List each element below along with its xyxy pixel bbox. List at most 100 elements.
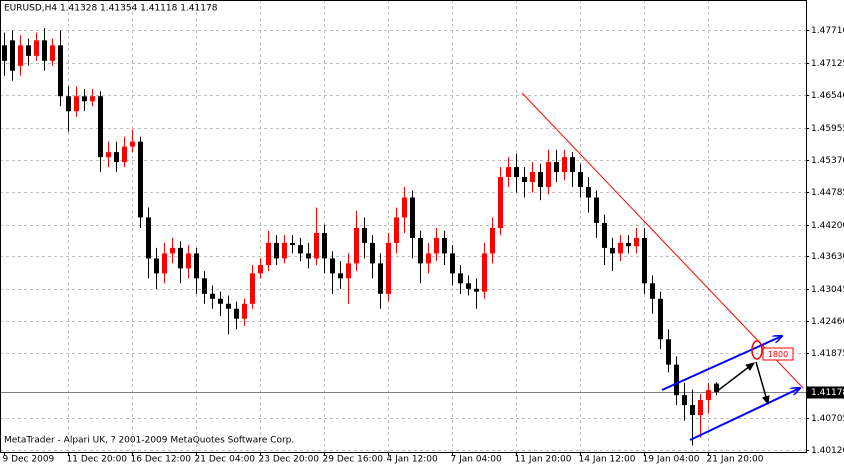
candle-body — [674, 364, 679, 396]
price-label-box — [807, 386, 844, 399]
candle-body — [114, 152, 119, 163]
candle-body — [570, 157, 575, 173]
candle-body — [714, 383, 719, 392]
candle-body — [362, 227, 367, 243]
candle-body — [82, 96, 87, 102]
candle-body — [234, 308, 239, 319]
annotation-box — [762, 347, 794, 361]
plot-frame — [0, 0, 807, 453]
y-tick-label: 1.45370 — [811, 156, 844, 166]
candle-body — [634, 237, 639, 247]
candle-body — [410, 197, 415, 238]
chart-title: EURUSD,H4 1.41328 1.41354 1.41118 1.4117… — [4, 4, 218, 14]
y-tick-label: 1.47710 — [811, 26, 844, 36]
candle-body — [402, 197, 407, 218]
candle-body — [394, 217, 399, 243]
candle-body — [642, 237, 647, 284]
x-tick-label: 23 Dec 20:00 — [259, 455, 320, 465]
candle-body — [442, 237, 447, 254]
candle-body — [330, 258, 335, 274]
candle-body — [26, 45, 31, 56]
y-tick-label: 1.45955 — [811, 124, 844, 134]
candle-body — [378, 263, 383, 294]
candle-body — [682, 395, 687, 406]
price-label: 1.41178 — [811, 388, 844, 398]
candle-body — [690, 405, 695, 416]
candle-body — [186, 253, 191, 269]
candle-body — [74, 96, 79, 112]
candle-body — [618, 242, 623, 254]
candle-body — [594, 197, 599, 223]
candle-body — [530, 172, 535, 183]
candle-body — [202, 278, 207, 294]
candle-body — [538, 172, 543, 188]
y-tick-label: 1.41875 — [811, 349, 844, 359]
y-tick-label: 1.46540 — [811, 91, 844, 101]
candle-body — [98, 96, 103, 158]
channel-line — [661, 336, 782, 391]
candle-body — [218, 298, 223, 304]
y-tick-label: 1.40120 — [811, 446, 844, 456]
candle-body — [650, 283, 655, 299]
candle-body — [42, 40, 47, 61]
y-tick-label: 1.43630 — [811, 252, 844, 262]
candle-body — [554, 162, 559, 173]
candle-body — [602, 222, 607, 248]
candle-body — [226, 303, 231, 309]
candle-body — [146, 217, 151, 259]
candle-body — [450, 253, 455, 274]
candle-body — [498, 177, 503, 228]
candle-body — [658, 298, 663, 340]
candle-body — [346, 263, 351, 279]
candle-body — [418, 237, 423, 264]
candles — [2, 28, 719, 446]
x-tick-label: 7 Jan 04:00 — [451, 455, 503, 465]
candle-body — [474, 288, 479, 292]
candle-body — [106, 152, 111, 158]
x-tick-label: 11 Jan 20:00 — [515, 455, 572, 465]
candle-body — [386, 242, 391, 294]
drawings: 1800 — [521, 92, 804, 441]
candle-body — [290, 242, 295, 246]
candle-body — [194, 253, 199, 279]
candle-body — [258, 265, 263, 274]
candle-body — [250, 273, 255, 304]
arrow — [715, 362, 755, 393]
candle-body — [2, 45, 7, 61]
candle-body — [514, 167, 519, 178]
footer: MetaTrader - Alpari UK, ? 2001-2009 Meta… — [4, 436, 294, 446]
candle-body — [490, 227, 495, 254]
candle-body — [698, 400, 703, 416]
x-tick-label: 11 Dec 20:00 — [67, 455, 128, 465]
y-tick-label: 1.47125 — [811, 59, 844, 69]
x-tick-label: 21 Jan 20:00 — [707, 455, 764, 465]
candle-body — [546, 162, 551, 188]
arrow — [755, 361, 770, 405]
y-tick-label: 1.40705 — [811, 414, 844, 424]
candle-body — [130, 141, 135, 147]
candle-body — [578, 172, 583, 188]
candle-body — [562, 157, 567, 173]
candle-body — [706, 390, 711, 401]
candle-body — [34, 40, 39, 56]
y-tick-label: 1.42460 — [811, 317, 844, 327]
candle-body — [306, 253, 311, 259]
y-tick-label: 1.44785 — [811, 188, 844, 198]
candle-body — [482, 253, 487, 292]
candle-body — [274, 242, 279, 259]
candle-body — [170, 247, 175, 254]
candle-body — [298, 245, 303, 254]
candle-body — [162, 253, 167, 274]
candle-body — [282, 242, 287, 259]
candle-body — [458, 273, 463, 284]
y-tick-label: 1.44200 — [811, 221, 844, 231]
candle-body — [50, 45, 55, 61]
candle-body — [666, 339, 671, 365]
channel-line — [689, 388, 800, 441]
candle-body — [586, 187, 591, 198]
candle-body — [122, 146, 127, 163]
y-tick-label: 1.43045 — [811, 285, 844, 295]
